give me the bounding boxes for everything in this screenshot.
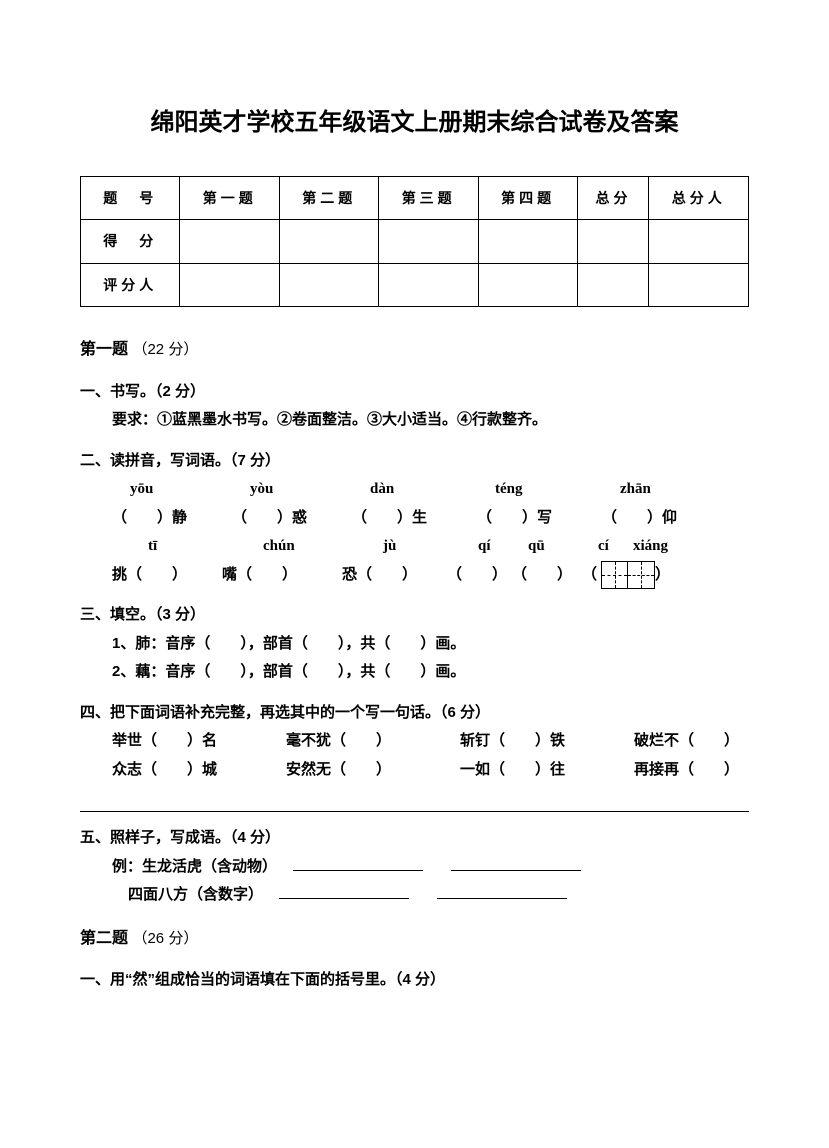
- cell: [649, 263, 749, 307]
- idiom-blank: 破烂不（ ）: [634, 727, 739, 756]
- page-title: 绵阳英才学校五年级语文上册期末综合试卷及答案: [80, 100, 749, 146]
- section-label: 第一题: [80, 341, 128, 358]
- char-blank: （ ）仰: [602, 504, 677, 533]
- char-row-2: 挑（ ） 嘴（ ） 恐（ ） （ ） （ ） （ ）: [80, 561, 749, 590]
- q4-line-1: 举世（ ）名 毫不犹（ ） 斩钉（ ）铁 破烂不（ ）: [80, 727, 749, 756]
- section-1-head: 第一题 （22 分）: [80, 335, 749, 365]
- char-row-1: （ ）静 （ ）惑 （ ）生 （ ）写 （ ）仰: [80, 504, 749, 533]
- q3-item-1: 1、肺：音序（ ），部首（ ），共（ ）画。: [80, 630, 749, 659]
- pinyin: qū: [528, 532, 598, 561]
- th: 总分: [578, 176, 649, 220]
- char-blank: （ ）生: [352, 504, 477, 533]
- pinyin: tī: [148, 532, 263, 561]
- q1-head: 一、书写。（2 分）: [80, 378, 749, 407]
- q5-head: 五、照样子，写成语。（4 分）: [80, 824, 749, 853]
- cell: [649, 220, 749, 264]
- q4-head: 四、把下面词语补充完整，再选其中的一个写一句话。（6 分）: [80, 699, 749, 728]
- char-blank: （ ）: [512, 561, 582, 590]
- pinyin-row-2: tī chún jù qí qū cí xiáng: [80, 532, 749, 561]
- idiom-blank: 再接再（ ）: [634, 756, 739, 785]
- th: 第一题: [180, 176, 279, 220]
- idiom-blank: 众志（ ）城: [112, 756, 217, 785]
- blank-line: [451, 857, 581, 871]
- char-blank: （ ）写: [477, 504, 602, 533]
- row-label: 评分人: [81, 263, 180, 307]
- cell: [279, 263, 378, 307]
- pinyin: téng: [495, 475, 620, 504]
- th: 总分人: [649, 176, 749, 220]
- score-table: 题 号 第一题 第二题 第三题 第四题 总分 总分人 得 分 评分人: [80, 176, 749, 308]
- cell: [578, 220, 649, 264]
- q4-line-2: 众志（ ）城 安然无（ ） 一如（ ）往 再接再（ ）: [80, 756, 749, 785]
- s2-q1-head: 一、用“然”组成恰当的词语填在下面的括号里。（4 分）: [80, 966, 749, 995]
- char-blank: 挑（ ）: [112, 561, 222, 590]
- pinyin-row-1: yōu yòu dàn téng zhān: [80, 475, 749, 504]
- pinyin: yōu: [130, 475, 250, 504]
- pinyin: jù: [383, 532, 478, 561]
- idiom-blank: 安然无（ ）: [286, 756, 391, 785]
- pinyin: dàn: [370, 475, 495, 504]
- paren-open: （: [582, 561, 597, 590]
- example-text: 例：生龙活虎（含动物）: [112, 858, 277, 875]
- blank-line: [293, 857, 423, 871]
- blank-line: [279, 885, 409, 899]
- q2-head: 二、读拼音，写词语。（7 分）: [80, 447, 749, 476]
- row-label: 得 分: [81, 220, 180, 264]
- cell: [279, 220, 378, 264]
- char-blank: （ ）惑: [232, 504, 352, 533]
- blank-line: [437, 885, 567, 899]
- cell: [180, 220, 279, 264]
- cell: [478, 263, 577, 307]
- section-2-head: 第二题 （26 分）: [80, 924, 749, 954]
- cell: [379, 220, 478, 264]
- q5-example-2: 四面八方（含数字）: [80, 881, 749, 910]
- idiom-blank: 举世（ ）名: [112, 727, 217, 756]
- idiom-blank: 斩钉（ ）铁: [460, 727, 565, 756]
- pinyin: cí: [598, 532, 633, 561]
- cell: [180, 263, 279, 307]
- char-blank: 嘴（ ）: [222, 561, 342, 590]
- pinyin: qí: [478, 532, 528, 561]
- pinyin: chún: [263, 532, 383, 561]
- cell: [379, 263, 478, 307]
- idiom-blank: 毫不犹（ ）: [286, 727, 391, 756]
- q3-head: 三、填空。（3 分）: [80, 601, 749, 630]
- example-text: 四面八方（含数字）: [128, 886, 263, 903]
- char-blank: （ ）: [447, 561, 512, 590]
- table-row: 题 号 第一题 第二题 第三题 第四题 总分 总分人: [81, 176, 749, 220]
- q1-requirements: 要求：①蓝黑墨水书写。②卷面整洁。③大小适当。④行款整齐。: [80, 406, 749, 435]
- section-points: （26 分）: [132, 930, 198, 947]
- cell: [578, 263, 649, 307]
- q3-item-2: 2、藕：音序（ ），部首（ ），共（ ）画。: [80, 658, 749, 687]
- char-blank: （ ）静: [112, 504, 232, 533]
- section-label: 第二题: [80, 930, 128, 947]
- tian-zi-ge-icon: [601, 561, 655, 589]
- paren-close: ）: [655, 561, 670, 590]
- char-blank: 恐（ ）: [342, 561, 447, 590]
- pinyin: zhān: [620, 475, 651, 504]
- cell: [478, 220, 577, 264]
- th: 题 号: [81, 176, 180, 220]
- th: 第三题: [379, 176, 478, 220]
- answer-line: [80, 790, 749, 812]
- pinyin: xiáng: [633, 532, 668, 561]
- section-points: （22 分）: [132, 341, 198, 358]
- table-row: 评分人: [81, 263, 749, 307]
- q5-example-1: 例：生龙活虎（含动物）: [80, 853, 749, 882]
- pinyin: yòu: [250, 475, 370, 504]
- th: 第二题: [279, 176, 378, 220]
- th: 第四题: [478, 176, 577, 220]
- table-row: 得 分: [81, 220, 749, 264]
- idiom-blank: 一如（ ）往: [460, 756, 565, 785]
